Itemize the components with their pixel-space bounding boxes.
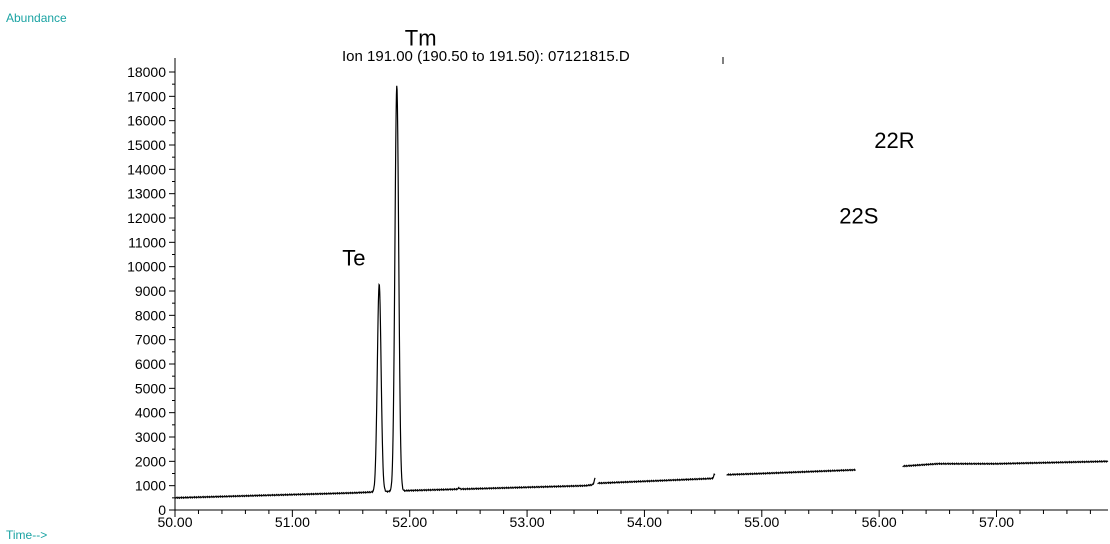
x-tick-label: 52.00 xyxy=(392,514,427,530)
x-tick-label: 55.00 xyxy=(744,514,779,530)
chart-title: Ion 191.00 (190.50 to 191.50): 07121815.… xyxy=(342,48,630,65)
y-tick-label: 9000 xyxy=(135,283,166,299)
y-tick-label: 7000 xyxy=(135,332,166,348)
series-trace xyxy=(174,85,1109,500)
y-tick-label: 11000 xyxy=(128,234,166,250)
trace-segment xyxy=(902,459,1109,468)
y-tick-label: 0 xyxy=(158,502,166,518)
trace-segment xyxy=(726,468,857,477)
x-tick-label: 53.00 xyxy=(510,514,545,530)
peak-label: 22S xyxy=(839,203,878,228)
y-tick-label: 17000 xyxy=(127,88,166,104)
x-tick-label: 54.00 xyxy=(627,514,662,530)
y-tick-label: 1000 xyxy=(135,478,166,494)
y-tick-label: 4000 xyxy=(135,405,166,421)
y-tick-label: 12000 xyxy=(127,210,166,226)
y-tick-label: 3000 xyxy=(135,429,166,445)
axes: 0 1000 2000 3000 4000 5000 6000 7000 8000 9000 100… xyxy=(127,58,1108,530)
x-tick-label: 50.00 xyxy=(157,514,192,530)
peak-labels: Te Tm 22S 22R xyxy=(342,25,914,270)
y-tick-label: 14000 xyxy=(127,161,166,177)
x-tick-label: 56.00 xyxy=(862,514,897,530)
y-tick-label: 13000 xyxy=(127,186,166,202)
y-tick-label: 16000 xyxy=(127,113,166,129)
peak-label: 22R xyxy=(874,128,914,153)
trace-segment xyxy=(174,85,596,500)
x-tick-label: 57.00 xyxy=(979,514,1014,530)
y-tick-label: 10000 xyxy=(127,259,166,275)
y-tick-label: 8000 xyxy=(135,307,166,323)
peak-label: Tm xyxy=(405,25,437,50)
y-tick-label: 6000 xyxy=(135,356,166,372)
y-axis-label: Abundance xyxy=(6,11,67,25)
y-tick-label: 15000 xyxy=(127,137,166,153)
y-tick-label: 2000 xyxy=(135,453,166,469)
y-tick-label: 5000 xyxy=(135,380,166,396)
x-tick-label: 51.00 xyxy=(275,514,310,530)
x-axis-label: Time--> xyxy=(6,528,47,542)
y-tick-label: 18000 xyxy=(127,64,166,80)
trace-segment xyxy=(597,473,716,485)
peak-label: Te xyxy=(342,246,365,271)
